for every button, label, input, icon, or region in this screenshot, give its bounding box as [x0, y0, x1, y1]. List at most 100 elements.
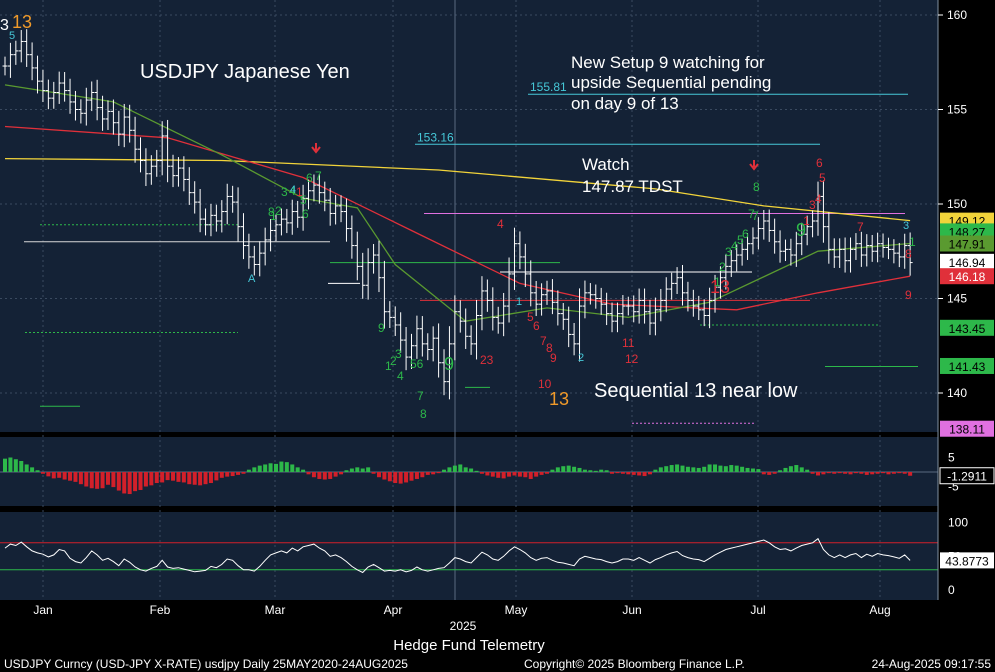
price-tag [940, 268, 994, 285]
macd-bar [859, 472, 864, 474]
macd-bar [788, 466, 793, 472]
td-count-label: 1 [516, 296, 522, 308]
macd-bar [875, 472, 880, 474]
macd-bar [105, 472, 110, 485]
macd-bar [539, 472, 544, 475]
macd-bar [799, 467, 804, 472]
macd-bar [653, 469, 658, 472]
macd-bar [73, 472, 78, 482]
macd-bar [360, 468, 365, 472]
td-count-label: 2 [719, 260, 726, 274]
setup-arrows [311, 143, 759, 171]
macd-bar [284, 462, 289, 472]
td-count-label: 1 [803, 214, 810, 228]
macd-bar [268, 463, 273, 472]
footer-left: USDJPY Curncy (USD-JPY X-RATE) usdjpy Da… [4, 657, 408, 671]
macd-bar [398, 472, 403, 484]
macd-bar [165, 472, 170, 481]
level-label: 155.81 [530, 80, 567, 94]
td-count-label: 3 [809, 198, 816, 212]
macd-bar [431, 472, 436, 475]
footer-timestamp: 24-Aug-2025 09:17:55 [872, 657, 992, 671]
macd-bar [192, 472, 197, 485]
macd-bar [46, 472, 51, 477]
macd-bar [306, 472, 311, 475]
macd-bar [404, 472, 409, 483]
macd-bar [35, 470, 40, 472]
axes: 160155150149.12148.27147.91146.94146.181… [33, 0, 995, 633]
macd-bar [658, 467, 663, 472]
macd-bar [452, 465, 457, 472]
annotation-text: Watch [582, 155, 630, 174]
td-count-label: 11 [622, 336, 635, 350]
td-count-label: 5 [527, 310, 534, 324]
macd-bar [122, 472, 127, 494]
price-tick-label: 140 [947, 386, 967, 400]
td-count-label: 4 [289, 184, 296, 198]
macd-bar [333, 472, 338, 477]
macd-bar [366, 467, 371, 472]
macd-bar [171, 472, 176, 481]
macd-bar [62, 472, 67, 480]
macd-bar [631, 472, 636, 475]
td-count-label: 4 [815, 192, 822, 206]
oscillator-last-label: 43.8773 [945, 554, 989, 568]
macd-bar [772, 472, 777, 474]
macd-bar [750, 468, 755, 472]
macd-bar [599, 469, 604, 472]
macd-bar [469, 468, 474, 472]
macd-last-label: -1.2911 [947, 470, 987, 484]
macd-bar [214, 472, 219, 481]
macd-bar [51, 472, 56, 479]
macd-bar [642, 472, 647, 477]
price-tag [940, 235, 994, 252]
annotation-text: Sequential 13 near low [594, 380, 798, 402]
macd-bar [745, 467, 750, 472]
macd-bar [615, 472, 620, 474]
macd-bar [409, 472, 414, 481]
macd-bar [853, 472, 858, 474]
moving-average-line [4, 157, 911, 222]
price-tag [940, 319, 994, 336]
td-count-label: 1 [714, 275, 721, 289]
price-tag-label: 141.43 [949, 360, 986, 374]
td-count-label: 4 [397, 369, 404, 383]
td-count-label: 6 [302, 207, 309, 221]
macd-bar [89, 472, 94, 489]
month-label: Jan [33, 603, 52, 617]
down-arrow-icon [749, 160, 759, 171]
macd-bar [57, 472, 62, 478]
macd-bar [111, 472, 116, 488]
td-count-label: 2 [390, 354, 397, 368]
td-count-label: 13 [549, 389, 569, 409]
td-count-label: 4 [731, 239, 738, 253]
right-axis-background [938, 0, 995, 600]
instrument-title: USDJPY Japanese Yen [140, 61, 350, 83]
td-count-label: 5 [300, 193, 307, 207]
macd-bar [257, 465, 262, 472]
macd-bar [734, 465, 739, 472]
macd-bar [236, 472, 241, 475]
macd-bar [458, 464, 463, 472]
macd-bar [897, 472, 902, 474]
macd-bar [729, 465, 734, 472]
macd-bar [550, 469, 555, 472]
td-count-label: 56 [410, 357, 424, 371]
macd-bar [783, 467, 788, 472]
macd-bar [143, 472, 148, 487]
price-tag-label: 146.18 [949, 270, 986, 284]
macd-bar [572, 466, 577, 472]
macd-bar [344, 470, 349, 472]
macd-bar [474, 470, 479, 472]
macd-bar [740, 466, 745, 472]
td-count-label: 10 [538, 377, 552, 391]
oscillator-last-tag [940, 552, 994, 569]
year-label: 2025 [450, 619, 477, 633]
macd-bar [685, 466, 690, 472]
macd-bar [723, 466, 728, 472]
td-count-label: 6 [816, 156, 823, 170]
macd-bar [160, 472, 165, 483]
macd-bar [393, 472, 398, 484]
td-count-label: 8 [0, 0, 7, 3]
